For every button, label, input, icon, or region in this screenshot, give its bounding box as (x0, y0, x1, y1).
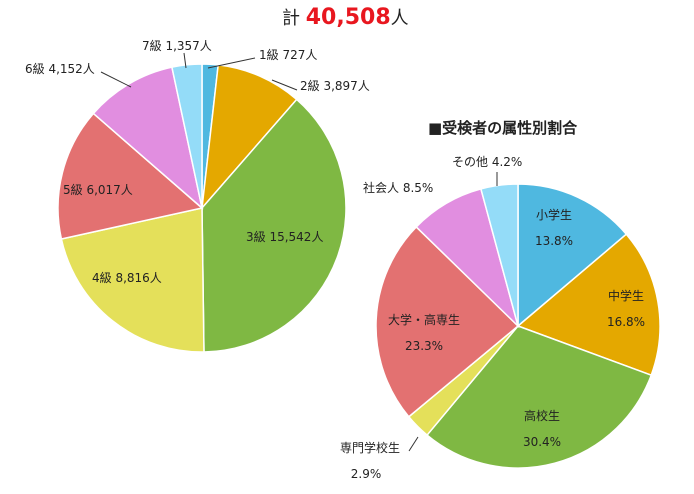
grade-label-6: 6級 4,152人 (25, 62, 95, 76)
attribute-chart-title: ■受検者の属性別割合 (428, 119, 578, 137)
grade-label-1: 1級 727人 (259, 48, 317, 62)
grade-label-2: 2級 3,897人 (300, 79, 370, 93)
grade-label-7: 7級 1,357人 (142, 39, 212, 53)
attribute-label-2: 中学生 (608, 288, 644, 303)
attribute-label-7: その他 4.2% (452, 155, 522, 169)
total-value: 40,508 (305, 5, 391, 30)
grade-slice-7 (171, 63, 203, 209)
grade-leader-line-6 (100, 71, 132, 88)
grade-slice-5 (57, 112, 204, 240)
attribute-slice-5 (375, 225, 520, 418)
attribute-label-5: 大学・高専生 (388, 312, 460, 327)
grade-leader-line-1 (207, 57, 256, 69)
attribute-value-1: 13.8% (535, 234, 573, 248)
attribute-slice-1 (517, 183, 628, 328)
attribute-slice-2 (516, 233, 661, 377)
total-count: 計 40,508人 (282, 4, 409, 30)
attribute-value-3: 30.4% (523, 435, 561, 449)
grade-label-5: 5級 6,017人 (63, 183, 133, 197)
attribute-slice-7 (480, 183, 519, 327)
attribute-label-3: 高校生 (524, 408, 560, 423)
grade-slice-6 (92, 66, 204, 211)
grade-label-4: 4級 8,816人 (92, 271, 162, 285)
attribute-value-5: 23.3% (405, 339, 443, 353)
grade-label-3: 3級 15,542人 (246, 230, 323, 244)
total-suffix: 人 (390, 8, 409, 29)
attribute-slice-3 (426, 325, 653, 469)
attribute-value-2: 16.8% (607, 315, 645, 329)
attribute-value-4: 2.9% (351, 467, 382, 481)
attribute-label-6: 社会人 8.5% (363, 180, 433, 195)
attribute-leader-line-4 (408, 436, 419, 452)
grade-slice-3 (201, 98, 347, 353)
grade-leader-line-2 (271, 79, 298, 91)
attribute-label-1: 小学生 (536, 207, 572, 222)
grade-leader-line-7 (183, 52, 187, 69)
attribute-label-4: 専門学校生 (340, 440, 400, 455)
total-prefix: 計 (282, 8, 300, 29)
grade-slice-4 (60, 207, 205, 353)
